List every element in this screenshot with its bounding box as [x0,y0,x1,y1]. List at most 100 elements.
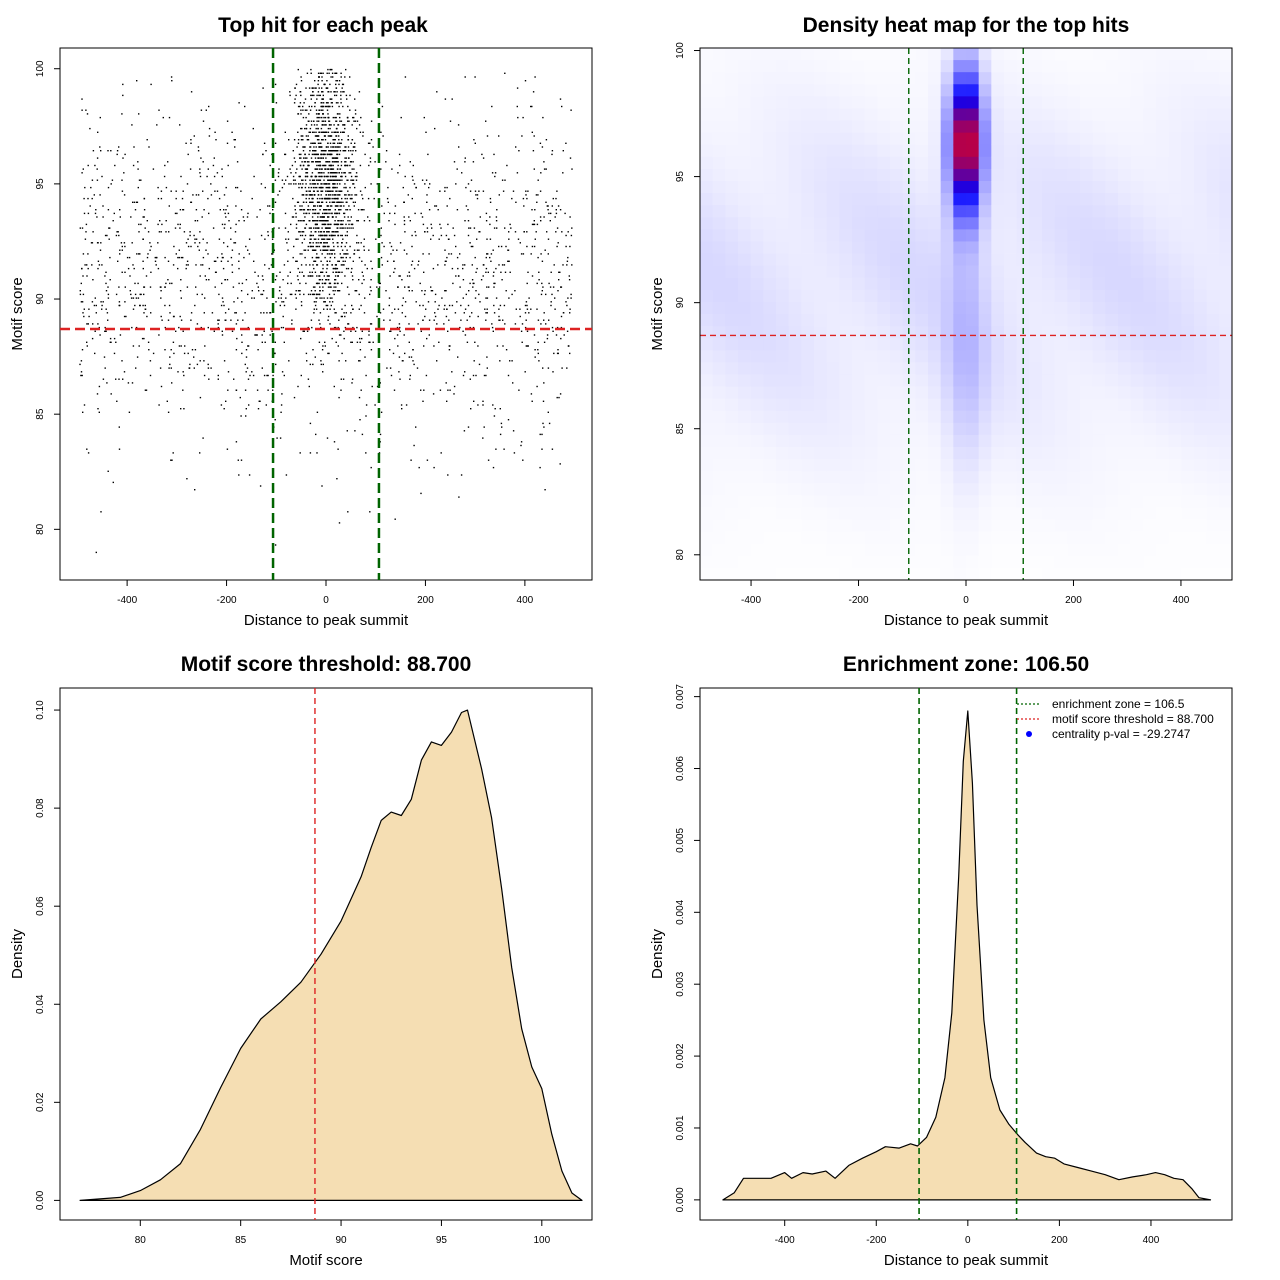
scatter-point [325,175,328,178]
scatter-point [363,312,366,314]
scatter-point [492,275,495,277]
scatter-point [333,150,335,152]
scatter-point [434,205,436,207]
heatmap-cell [877,96,891,109]
scatter-point [537,352,539,355]
scatter-point [530,308,532,310]
scatter-point [470,408,472,410]
scatter-point [180,319,183,321]
heatmap-cell [1042,289,1056,303]
scatter-point [325,279,327,281]
scatter-point [300,94,302,97]
scatter-point [82,168,84,170]
heatmap-cell [1067,386,1081,400]
scatter-point [314,175,317,178]
heatmap-cell [864,84,878,97]
scatter-point [514,323,517,325]
scatter-point [534,349,536,351]
heatmap-cell [814,205,828,218]
scatter-point [303,201,305,203]
heatmap-cell [788,555,802,569]
scatter-point [543,168,546,170]
scatter-point [347,267,350,270]
scatter-point [396,326,399,329]
heatmap-cell [991,519,1005,533]
scatter-point [278,290,281,292]
scatter-point [341,282,343,285]
scatter-point [311,183,313,185]
heatmap-cell [788,217,802,230]
heatmap-cell [966,72,980,85]
heatmap-cell [877,350,891,363]
scatter-point [328,253,330,255]
scatter-point [101,175,103,178]
scatter-point [315,161,317,163]
scatter-point [335,216,337,218]
heatmap-cell [1092,567,1106,581]
scatter-point [189,234,191,237]
scatter-point [337,260,339,262]
scatter-point [307,378,310,380]
scatter-point [344,161,346,163]
heatmap-cell [940,289,954,303]
scatter-point [100,301,102,303]
heatmap-cell [991,410,1005,424]
scatter-point [327,212,329,215]
scatter-point [177,256,179,259]
scatter-point [474,76,476,78]
scatter-point [362,131,364,133]
heatmap-cell [1130,386,1144,400]
heatmap-cell [915,217,929,230]
scatter-point [233,378,235,380]
reference-lines [60,48,592,580]
scatter-point [326,175,329,178]
heatmap-cell [953,362,967,375]
scatter-point [537,349,539,351]
heatmap-cell [1168,48,1182,61]
scatter-point [266,297,268,299]
scatter-point [335,120,337,122]
scatter-point [99,194,101,196]
scatter-point [376,315,378,318]
scatter-point [466,341,469,343]
scatter-point [526,345,528,347]
scatter-point [464,220,466,222]
heatmap-cell [1029,555,1043,569]
scatter-point [338,135,340,137]
scatter-point [179,223,181,226]
scatter-point [320,146,322,148]
heatmap-cell [890,60,904,73]
scatter-point [328,120,331,122]
scatter-point [96,216,98,218]
scatter-point [127,382,130,384]
scatter-point [324,183,326,185]
scatter-point [214,190,216,192]
heatmap-cell [1156,72,1170,85]
scatter-point [332,194,334,196]
heatmap-cell [1118,507,1132,520]
scatter-point [264,264,266,266]
scatter-point [309,179,311,181]
heatmap-cell [940,48,954,61]
heatmap-cell [839,168,853,182]
heatmap-cell [826,350,840,363]
scatter-point [530,393,533,395]
scatter-point [518,150,520,152]
scatter-point [498,315,500,318]
heatmap-cell [750,374,764,387]
scatter-point [122,83,124,86]
scatter-point [321,131,323,133]
scatter-point [352,201,355,203]
scatter-point [230,238,232,240]
scatter-point [232,286,235,288]
heatmap-cell [915,108,929,121]
heatmap-cell [991,241,1005,254]
heatmap-cell [991,350,1005,363]
scatter-point [306,157,308,159]
scatter-point [201,216,203,218]
scatter-point [315,131,317,133]
scatter-point [342,201,344,203]
heatmap-cell [1130,72,1144,85]
scatter-point [340,131,342,133]
scatter-point [556,326,559,329]
